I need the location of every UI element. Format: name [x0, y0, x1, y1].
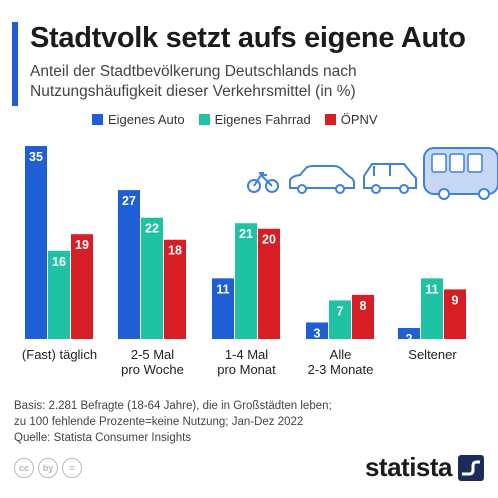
bicycle-icon	[247, 172, 279, 193]
legend-item-oepnv: ÖPNV	[324, 112, 378, 127]
category-label: Alle 2-3 Monate	[308, 347, 374, 377]
bar-value-label: 27	[122, 194, 136, 208]
bar-oepnv-4	[444, 289, 466, 339]
bar-value-label: 21	[239, 227, 253, 241]
bar-value-label: 2	[406, 332, 413, 346]
bar-value-label: 11	[425, 282, 438, 296]
bar-oepnv-3	[352, 294, 374, 339]
bar-auto-4	[398, 327, 420, 339]
car-icon	[289, 165, 355, 194]
legend-swatch-auto	[92, 114, 103, 125]
legend-label-oepnv: ÖPNV	[340, 112, 378, 127]
legend-item-fahrrad: Eigenes Fahrrad	[198, 112, 311, 127]
chart-title: Stadtvolk setzt aufs eigene Auto	[30, 22, 466, 54]
footnote: Basis: 2.281 Befragte (18-64 Jahre), die…	[14, 398, 484, 446]
bar-value-label: 20	[262, 233, 276, 247]
bar-oepnv-1	[164, 239, 186, 339]
bar-fahrrad-0	[48, 250, 70, 339]
statista-logo-icon	[458, 454, 484, 481]
bar-value-label: 35	[29, 150, 43, 164]
by-icon: by	[38, 458, 58, 478]
bar-auto-2	[212, 278, 234, 339]
bar-fahrrad-4	[421, 278, 443, 339]
title-accent-bar	[12, 22, 18, 106]
bar-value-label: 8	[360, 299, 367, 313]
bar-value-label: 9	[452, 293, 459, 307]
bar-value-label: 19	[75, 238, 89, 252]
license-icons: cc by =	[14, 458, 82, 478]
bar-fahrrad-1	[141, 217, 163, 339]
brand-name: statista	[364, 452, 453, 482]
cc-icon: cc	[14, 458, 34, 478]
bar-auto-3	[306, 322, 328, 339]
bar-value-label: 7	[337, 304, 344, 318]
suv-icon	[363, 163, 417, 194]
legend-swatch-fahrrad	[198, 114, 210, 125]
legend: Eigenes Auto Eigenes Fahrrad ÖPNV	[92, 112, 378, 127]
category-label: (Fast) täglich	[22, 347, 97, 362]
category-label: Seltener	[408, 347, 457, 362]
bar-value-label: 16	[52, 255, 66, 269]
bar-auto-1	[118, 190, 140, 339]
footnote-line-note: zu 100 fehlende Prozente=keine Nutzung; …	[14, 416, 304, 428]
bar-oepnv-2	[258, 228, 280, 339]
bar-value-label: 22	[145, 222, 159, 236]
bar-auto-0	[25, 146, 47, 339]
category-label: 2-5 Mal pro Woche	[121, 347, 184, 377]
legend-label-fahrrad: Eigenes Fahrrad	[214, 112, 311, 127]
bus-icon	[423, 147, 498, 200]
legend-item-auto: Eigenes Auto	[92, 112, 185, 127]
bar-value-label: 3	[314, 326, 321, 340]
bar-fahrrad-3	[329, 300, 351, 339]
nd-icon: =	[62, 458, 82, 478]
category-label: 1-4 Mal pro Monat	[217, 347, 276, 377]
footnote-line-source: Quelle: Statista Consumer Insights	[14, 432, 192, 444]
bar-value-label: 11	[216, 282, 229, 296]
bar-value-label: 18	[168, 244, 182, 258]
footnote-line-basis: Basis: 2.281 Befragte (18-64 Jahre), die…	[14, 400, 332, 412]
legend-swatch-oepnv	[324, 114, 336, 125]
chart-subtitle: Anteil der Stadtbevölkerung Deutschlands…	[30, 63, 357, 100]
brand-logo: statista	[365, 452, 484, 483]
bar-oepnv-0	[71, 234, 93, 339]
bar-fahrrad-2	[235, 223, 257, 339]
legend-label-auto: Eigenes Auto	[108, 112, 185, 127]
